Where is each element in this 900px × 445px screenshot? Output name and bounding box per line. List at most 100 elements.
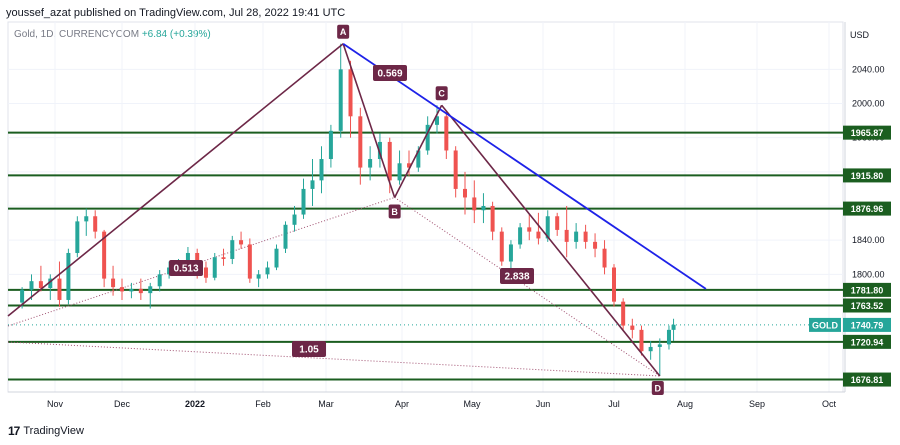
level-badge bbox=[843, 334, 891, 349]
candle bbox=[310, 159, 315, 206]
price-tick-label: 1800.00 bbox=[852, 269, 885, 279]
candle-body bbox=[612, 267, 616, 302]
candle bbox=[256, 270, 261, 288]
chart-axes: USD2040.002000.001960.001920.001880.0018… bbox=[8, 22, 885, 409]
candle bbox=[435, 105, 439, 134]
candle-body bbox=[120, 287, 124, 292]
point-label: C bbox=[438, 89, 445, 99]
candle-body bbox=[247, 244, 252, 279]
trendline-line bbox=[342, 42, 707, 290]
candle-body bbox=[602, 248, 607, 268]
candle-body bbox=[256, 274, 261, 279]
candle-body bbox=[648, 346, 653, 352]
xabcd-pattern bbox=[7, 43, 661, 377]
level-badge-label: 1915.80 bbox=[851, 171, 884, 181]
symbol-price-badge bbox=[809, 317, 841, 332]
candle bbox=[93, 210, 98, 239]
tradingview-brand: TradingView bbox=[23, 425, 84, 437]
price-tick-label: 2040.00 bbox=[852, 64, 885, 74]
symbol-price-label: GOLD bbox=[812, 320, 838, 330]
candle-body bbox=[574, 231, 579, 242]
date-tick-label: May bbox=[463, 399, 481, 409]
dotted-line-bd bbox=[394, 197, 661, 377]
symbol-legend: Gold, 1D, CURRENCYCOM +6.84 (+0.39%) bbox=[14, 29, 211, 40]
level-badge bbox=[843, 372, 891, 387]
candle bbox=[301, 178, 306, 219]
currency-label: USD bbox=[850, 30, 870, 40]
candle bbox=[129, 282, 134, 299]
ratio-badge bbox=[500, 268, 534, 284]
tradingview-logo-icon: 17 bbox=[8, 424, 20, 438]
price-tick-label: 1840.00 bbox=[852, 235, 885, 245]
candle bbox=[621, 298, 626, 330]
point-label: B bbox=[391, 207, 398, 217]
candle bbox=[397, 150, 402, 185]
candle-body bbox=[328, 130, 333, 160]
candle-body bbox=[48, 278, 53, 288]
ratio-label: 2.838 bbox=[504, 272, 529, 283]
point-label: A bbox=[340, 27, 347, 37]
candle-body bbox=[518, 227, 523, 245]
last-price-label: 1740.79 bbox=[851, 320, 884, 330]
ratio-badge bbox=[373, 65, 407, 81]
date-tick-label: Oct bbox=[822, 399, 837, 409]
pattern-labels: A B C D 0.513 0.569 2.838 1.05 bbox=[169, 24, 664, 395]
point-badge bbox=[337, 24, 350, 39]
candle-body bbox=[93, 216, 98, 232]
candle bbox=[564, 206, 569, 258]
candle bbox=[481, 193, 486, 224]
candle-body bbox=[203, 267, 208, 278]
pattern-leg-ab bbox=[342, 43, 396, 198]
candle-body bbox=[435, 116, 439, 125]
candle-body bbox=[301, 188, 306, 215]
candle bbox=[230, 235, 235, 265]
symbol-name: Gold, 1D, CURRENCYCOM bbox=[14, 29, 140, 40]
ratio-label: 0.513 bbox=[173, 264, 198, 275]
candle-body bbox=[338, 69, 343, 131]
pattern-leg-bc bbox=[393, 104, 443, 198]
date-tick-label: Mar bbox=[318, 399, 334, 409]
candle bbox=[463, 171, 467, 215]
ratio-label: 1.05 bbox=[299, 345, 319, 356]
ratio-label: 0.569 bbox=[377, 69, 402, 80]
candle-body bbox=[102, 231, 107, 279]
candle-body bbox=[368, 159, 373, 168]
candle bbox=[75, 216, 80, 258]
candle-body bbox=[84, 216, 89, 222]
candle bbox=[648, 340, 653, 360]
price-chart[interactable]: USD2040.002000.001960.001920.001880.0018… bbox=[0, 0, 900, 420]
retracement-lines bbox=[7, 196, 843, 377]
trendline bbox=[342, 42, 707, 290]
candle bbox=[499, 227, 504, 266]
date-tick-label: 2022 bbox=[185, 399, 205, 409]
candle-body bbox=[138, 288, 143, 294]
footer: 17 TradingView bbox=[8, 424, 84, 438]
candle-body bbox=[283, 224, 288, 249]
candle-body bbox=[212, 257, 217, 278]
candle-body bbox=[444, 116, 449, 151]
candle bbox=[48, 274, 53, 300]
candle-body bbox=[621, 301, 626, 326]
candle bbox=[666, 325, 671, 350]
candle-body bbox=[129, 288, 134, 292]
candle bbox=[265, 261, 270, 279]
date-tick-label: Nov bbox=[47, 399, 64, 409]
candle bbox=[348, 60, 353, 138]
candle-body bbox=[348, 69, 353, 117]
dotted-line-b bbox=[7, 196, 395, 327]
ratio-badge bbox=[292, 341, 326, 357]
point-badge bbox=[435, 86, 448, 101]
level-badge-label: 1965.87 bbox=[851, 128, 884, 138]
publish-info: youssef_azat published on TradingView.co… bbox=[6, 7, 346, 19]
ratio-badge bbox=[169, 260, 203, 276]
candle bbox=[490, 201, 495, 241]
symbol-change: +6.84 (+0.39%) bbox=[141, 29, 211, 40]
candle-body bbox=[425, 124, 430, 151]
price-badges: 1965.87 1915.80 1876.96 1781.80 1763.52 1720.… bbox=[809, 125, 891, 387]
candle bbox=[57, 261, 62, 307]
candle-body bbox=[630, 325, 635, 330]
candle bbox=[292, 206, 297, 232]
candle-body bbox=[583, 231, 588, 242]
candle-body bbox=[463, 188, 467, 198]
dotted-line-d bbox=[7, 341, 660, 377]
